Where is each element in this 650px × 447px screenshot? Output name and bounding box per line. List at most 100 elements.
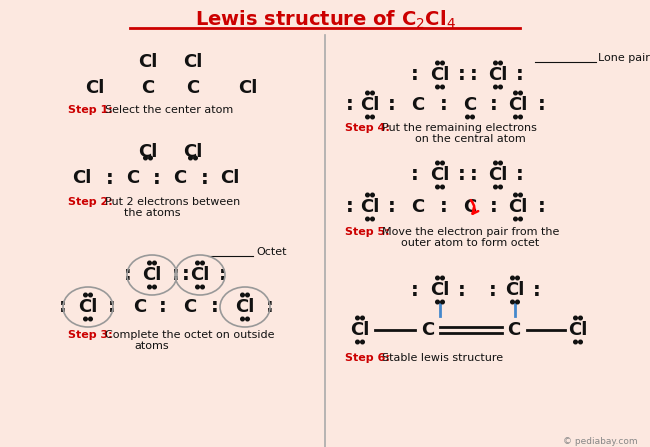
Circle shape xyxy=(194,156,198,160)
Circle shape xyxy=(148,285,151,289)
Text: Lone pair: Lone pair xyxy=(598,53,650,63)
Circle shape xyxy=(246,293,250,297)
Circle shape xyxy=(370,91,374,95)
Text: C: C xyxy=(133,298,147,316)
Circle shape xyxy=(441,185,445,189)
Circle shape xyxy=(499,161,502,165)
Circle shape xyxy=(494,85,497,89)
Text: Lewis structure of C$_2$Cl$_4$: Lewis structure of C$_2$Cl$_4$ xyxy=(194,9,456,31)
Circle shape xyxy=(361,316,364,320)
Text: :: : xyxy=(440,96,448,114)
Circle shape xyxy=(511,300,514,304)
Circle shape xyxy=(515,300,519,304)
Text: Put 2 electrons between: Put 2 electrons between xyxy=(105,197,240,207)
Circle shape xyxy=(366,217,369,221)
Text: outer atom to form octet: outer atom to form octet xyxy=(401,238,539,248)
Circle shape xyxy=(574,340,577,344)
Circle shape xyxy=(366,193,369,197)
Circle shape xyxy=(499,185,502,189)
Text: Cl: Cl xyxy=(488,66,508,84)
Text: :: : xyxy=(440,198,448,216)
Circle shape xyxy=(153,261,156,265)
Text: Cl: Cl xyxy=(488,166,508,184)
Text: © pediabay.com: © pediabay.com xyxy=(564,437,638,446)
Circle shape xyxy=(240,317,244,321)
Circle shape xyxy=(514,217,517,221)
Circle shape xyxy=(441,276,445,280)
Text: C: C xyxy=(421,321,435,339)
Circle shape xyxy=(514,115,517,119)
Text: :: : xyxy=(59,298,67,316)
Text: Cl: Cl xyxy=(72,169,92,187)
Text: Cl: Cl xyxy=(142,266,162,284)
Text: :: : xyxy=(538,96,546,114)
Text: Step 6:: Step 6: xyxy=(345,353,390,363)
Circle shape xyxy=(494,185,497,189)
Circle shape xyxy=(370,115,374,119)
Text: Cl: Cl xyxy=(138,53,158,71)
Text: C: C xyxy=(126,169,140,187)
Text: :: : xyxy=(108,298,116,316)
Text: C: C xyxy=(411,96,424,114)
Text: Cl: Cl xyxy=(190,266,210,284)
Text: Select the center atom: Select the center atom xyxy=(105,105,233,115)
Circle shape xyxy=(441,61,445,65)
Text: :: : xyxy=(201,169,209,187)
Text: Cl: Cl xyxy=(568,321,588,339)
Text: C: C xyxy=(463,198,476,216)
Circle shape xyxy=(153,285,156,289)
Circle shape xyxy=(494,61,497,65)
Text: :: : xyxy=(388,198,396,216)
Text: C: C xyxy=(508,321,521,339)
Text: Cl: Cl xyxy=(183,143,203,161)
Circle shape xyxy=(84,317,87,321)
Circle shape xyxy=(574,316,577,320)
Circle shape xyxy=(519,217,523,221)
Text: Cl: Cl xyxy=(235,298,255,316)
Circle shape xyxy=(436,161,439,165)
Circle shape xyxy=(511,276,514,280)
Text: :: : xyxy=(346,96,354,114)
Text: :: : xyxy=(182,266,190,284)
Text: :: : xyxy=(411,281,419,299)
Circle shape xyxy=(441,85,445,89)
Circle shape xyxy=(361,340,364,344)
Text: C: C xyxy=(183,298,196,316)
Circle shape xyxy=(471,115,474,119)
Text: Cl: Cl xyxy=(138,143,158,161)
Text: Cl: Cl xyxy=(220,169,240,187)
Circle shape xyxy=(370,193,374,197)
Circle shape xyxy=(240,293,244,297)
Text: C: C xyxy=(174,169,187,187)
Text: Cl: Cl xyxy=(430,166,450,184)
Text: :: : xyxy=(458,281,466,299)
Circle shape xyxy=(514,91,517,95)
Text: Cl: Cl xyxy=(508,198,528,216)
Circle shape xyxy=(88,293,92,297)
Text: :: : xyxy=(211,298,219,316)
Text: :: : xyxy=(490,96,498,114)
Text: Move the electron pair from the: Move the electron pair from the xyxy=(382,227,560,237)
Text: :: : xyxy=(470,165,478,185)
Text: :: : xyxy=(388,96,396,114)
Text: Step 2:: Step 2: xyxy=(68,197,112,207)
Circle shape xyxy=(436,61,439,65)
Text: :: : xyxy=(411,66,419,84)
Text: Cl: Cl xyxy=(505,281,525,299)
Text: Cl: Cl xyxy=(183,53,203,71)
Circle shape xyxy=(436,276,439,280)
Circle shape xyxy=(201,261,204,265)
Text: :: : xyxy=(516,66,524,84)
Circle shape xyxy=(88,317,92,321)
Circle shape xyxy=(519,91,523,95)
Text: C: C xyxy=(463,96,476,114)
Circle shape xyxy=(578,316,582,320)
Text: :: : xyxy=(538,198,546,216)
Text: Octet: Octet xyxy=(256,247,287,257)
Circle shape xyxy=(441,161,445,165)
Circle shape xyxy=(366,91,369,95)
Circle shape xyxy=(84,293,87,297)
Circle shape xyxy=(201,285,204,289)
Circle shape xyxy=(144,156,148,160)
Text: Complete the octet on outside: Complete the octet on outside xyxy=(105,330,274,340)
